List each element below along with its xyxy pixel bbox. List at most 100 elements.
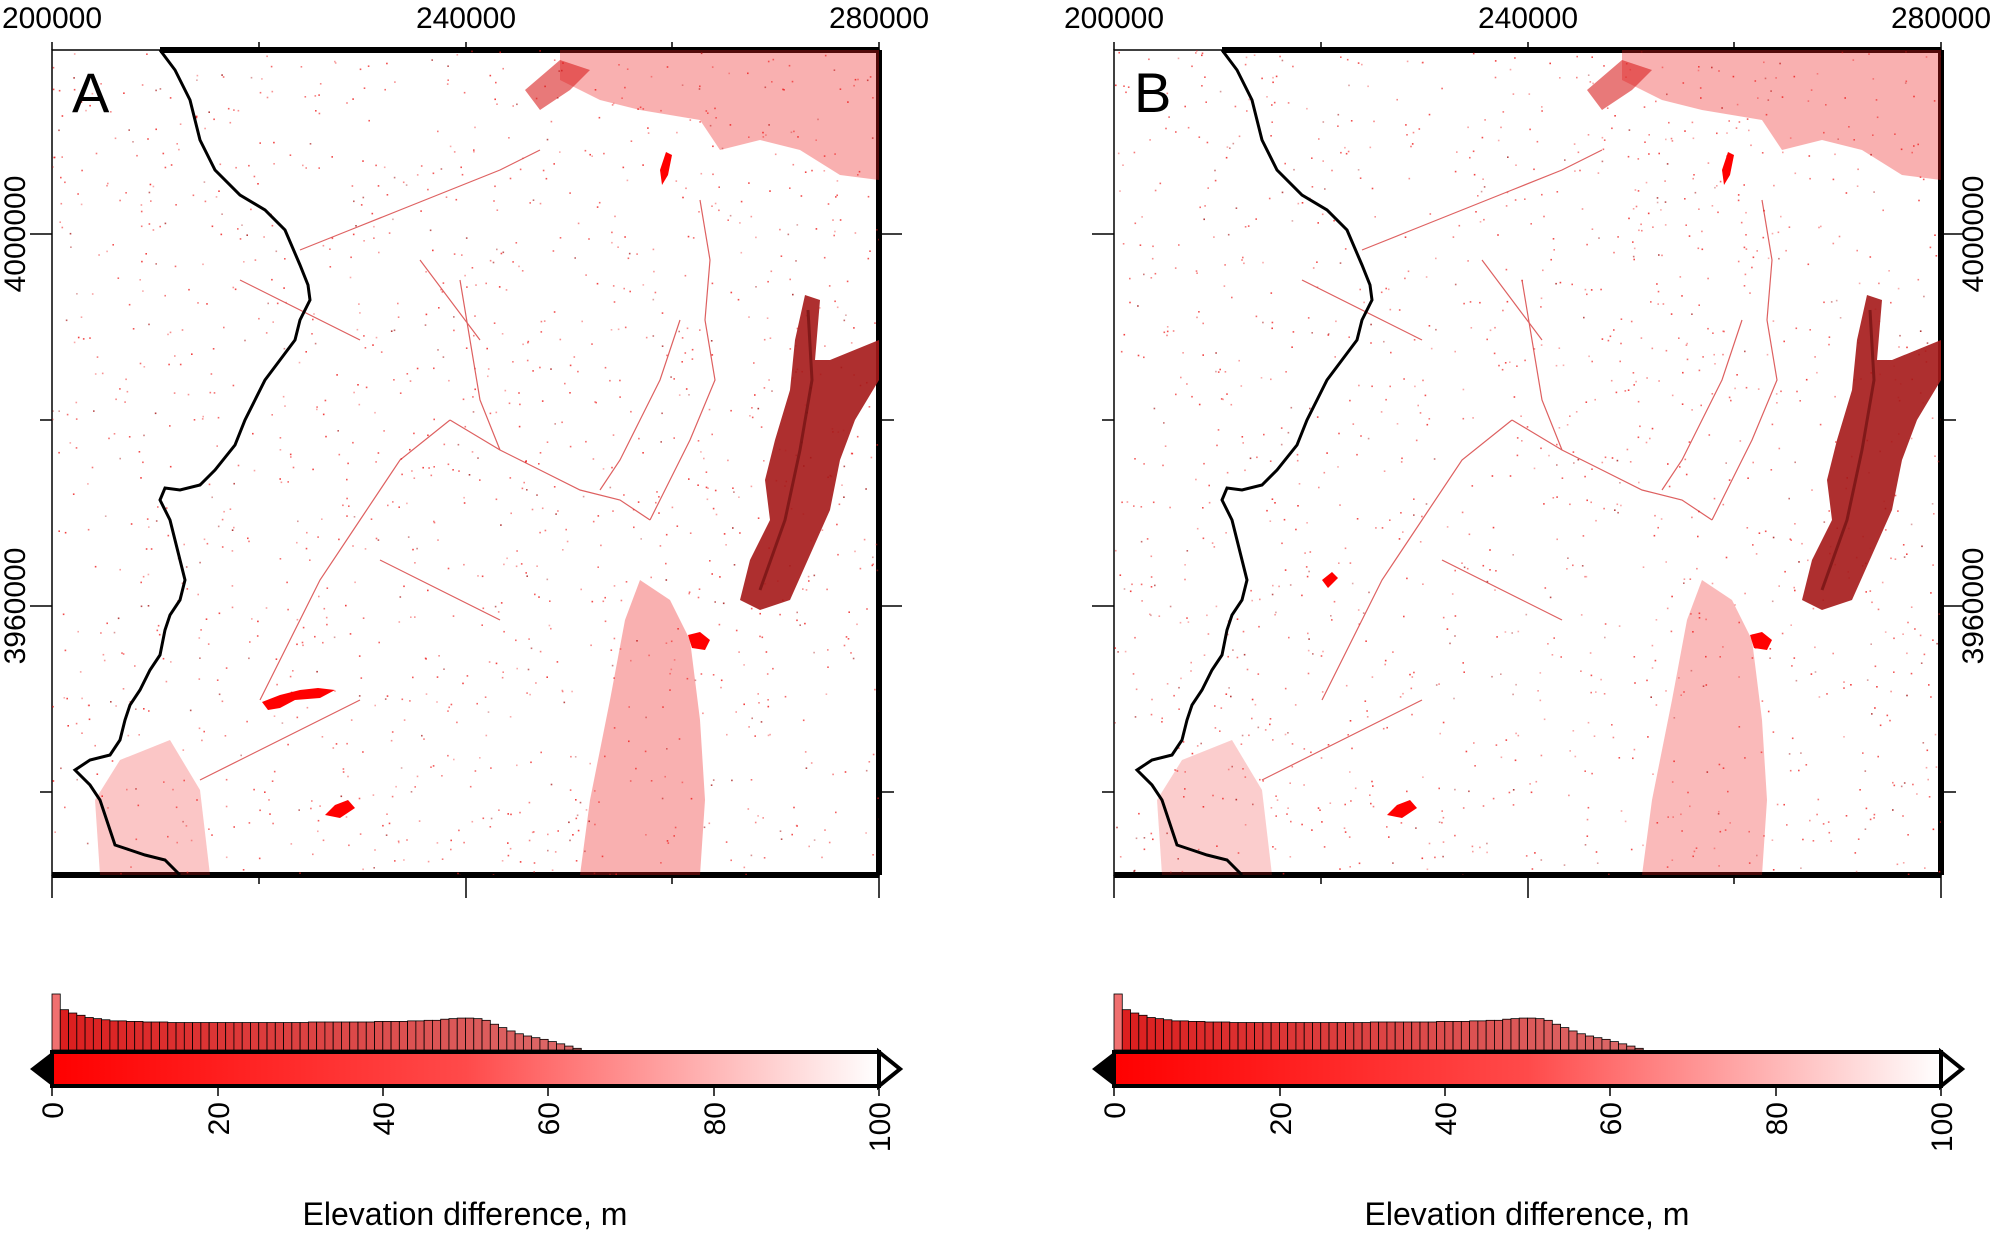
speckle <box>1794 172 1797 175</box>
speckle <box>658 496 660 498</box>
speckle <box>1670 630 1673 633</box>
speckle <box>76 778 78 781</box>
speckle <box>358 403 361 406</box>
speckle <box>150 200 152 202</box>
speckle <box>1913 145 1915 147</box>
speckle <box>209 391 212 394</box>
speckle <box>1743 285 1746 287</box>
speckle <box>1271 327 1273 330</box>
speckle <box>1462 417 1465 420</box>
speckle <box>1751 657 1754 659</box>
speckle <box>792 163 795 166</box>
speckle <box>139 279 141 281</box>
speckle <box>1471 845 1474 848</box>
speckle <box>1215 370 1217 373</box>
speckle <box>489 74 492 77</box>
speckle <box>790 131 793 134</box>
speckle <box>527 340 530 343</box>
speckle <box>203 181 206 183</box>
speckle <box>413 477 416 479</box>
speckle <box>375 164 377 167</box>
speckle <box>1269 460 1272 462</box>
speckle <box>357 384 359 386</box>
speckle <box>203 730 205 733</box>
speckle <box>1537 690 1539 692</box>
speckle <box>1651 667 1654 669</box>
speckle <box>225 856 228 859</box>
speckle <box>1591 360 1593 363</box>
speckle <box>705 471 708 473</box>
speckle <box>1442 816 1445 819</box>
speckle <box>582 495 585 498</box>
speckle <box>411 470 413 472</box>
speckle <box>154 412 157 415</box>
speckle <box>324 399 327 402</box>
speckle <box>559 237 562 239</box>
speckle <box>1923 295 1925 298</box>
speckle <box>500 602 503 604</box>
speckle <box>1701 248 1704 251</box>
speckle <box>1609 335 1612 338</box>
speckle <box>59 221 61 223</box>
speckle <box>162 152 165 155</box>
speckle <box>64 649 67 652</box>
speckle <box>471 267 474 269</box>
speckle <box>1337 113 1340 116</box>
speckle <box>874 688 876 691</box>
speckle <box>1572 730 1575 732</box>
speckle <box>1582 535 1585 537</box>
speckle <box>1679 276 1682 278</box>
speckle <box>111 760 114 762</box>
speckle <box>1127 86 1130 88</box>
speckle <box>506 557 508 560</box>
speckle <box>1435 328 1437 331</box>
speckle <box>1734 387 1736 390</box>
speckle <box>1414 385 1416 388</box>
speckle <box>462 398 465 401</box>
speckle <box>1150 555 1153 558</box>
speckle <box>609 873 611 875</box>
speckle <box>688 592 690 595</box>
speckle <box>1656 283 1658 285</box>
speckle <box>58 89 61 92</box>
speckle <box>577 222 580 225</box>
speckle <box>1620 504 1622 507</box>
speckle <box>1517 734 1520 737</box>
speckle <box>438 307 440 309</box>
speckle <box>132 141 134 143</box>
speckle <box>1517 630 1520 633</box>
speckle <box>140 225 143 228</box>
speckle <box>368 119 370 122</box>
speckle <box>1116 826 1118 829</box>
speckle <box>1735 127 1738 129</box>
speckle <box>1374 216 1376 218</box>
speckle <box>1421 515 1423 518</box>
speckle <box>384 88 386 91</box>
speckle <box>94 744 96 747</box>
speckle <box>1259 598 1261 601</box>
speckle <box>252 432 254 435</box>
histogram-bar <box>68 1012 78 1051</box>
speckle <box>604 366 607 369</box>
speckle <box>1337 466 1339 468</box>
speckle <box>311 333 313 335</box>
speckle <box>1306 107 1308 110</box>
histogram-bar <box>1287 1022 1297 1051</box>
speckle <box>1656 197 1659 199</box>
speckle <box>1301 823 1303 826</box>
speckle <box>182 820 184 823</box>
speckle <box>1158 615 1161 617</box>
speckle <box>1494 60 1497 62</box>
speckle <box>1769 657 1771 659</box>
speckle <box>1632 208 1635 210</box>
speckle <box>660 862 662 864</box>
speckle <box>1222 797 1224 800</box>
speckle <box>316 406 318 408</box>
speckle <box>1569 415 1571 417</box>
speckle <box>1272 76 1274 79</box>
speckle <box>1666 163 1669 165</box>
speckle <box>793 806 795 809</box>
speckle <box>1344 803 1346 806</box>
speckle <box>447 710 449 712</box>
speckle <box>1713 353 1715 356</box>
